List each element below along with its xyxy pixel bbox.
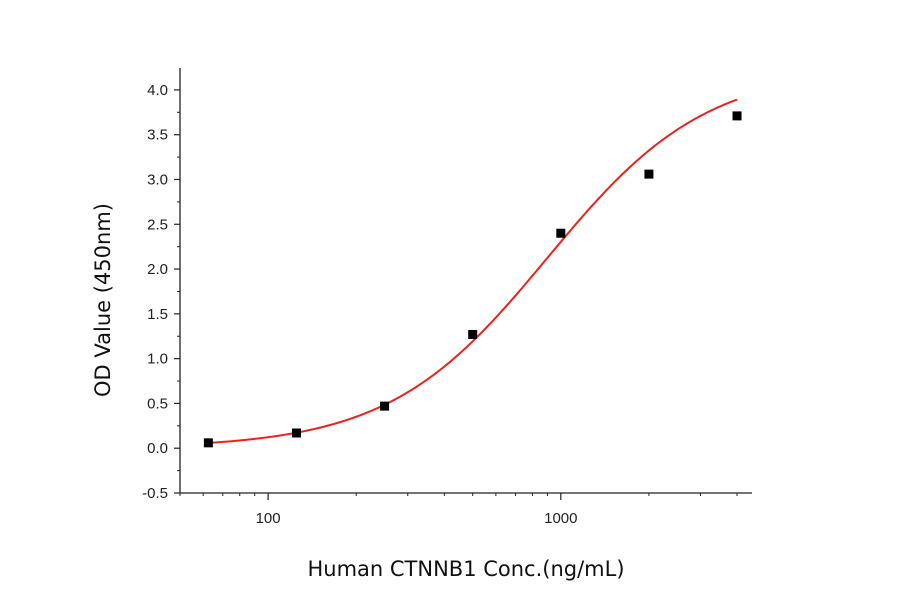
data-point [556,228,566,238]
x-tick-label: 100 [256,510,281,527]
axes: -0.5 0.0 0.5 1.0 1.5 2.0 2.5 3.0 3.5 4.0 100 1000 [142,68,752,527]
y-tick-label: 0.0 [147,440,168,457]
data-points-layer [203,111,742,448]
data-point [291,428,301,438]
fit-curve-layer [208,98,738,444]
y-tick-label: 2.0 [147,261,168,278]
data-point [380,401,390,411]
y-tick-label: -0.5 [142,485,168,502]
data-point [203,438,213,448]
x-axis-title: Human CTNNB1 Conc.(ng/mL) [307,557,624,581]
y-tick-label: 1.5 [147,306,168,323]
data-point [644,169,654,179]
y-tick-label: 4.0 [147,82,168,99]
y-tick-label: 3.0 [147,171,168,188]
y-tick-label: 0.5 [147,395,168,412]
y-tick-label: 1.0 [147,351,168,368]
fit-curve-line [208,98,738,444]
y-tick-label: 3.5 [147,127,168,144]
x-tick-label: 1000 [544,510,577,527]
data-point [732,111,742,121]
y-tick-label: 2.5 [147,216,168,233]
y-axis-title: OD Value (450nm) [91,203,115,397]
data-point [468,329,478,339]
